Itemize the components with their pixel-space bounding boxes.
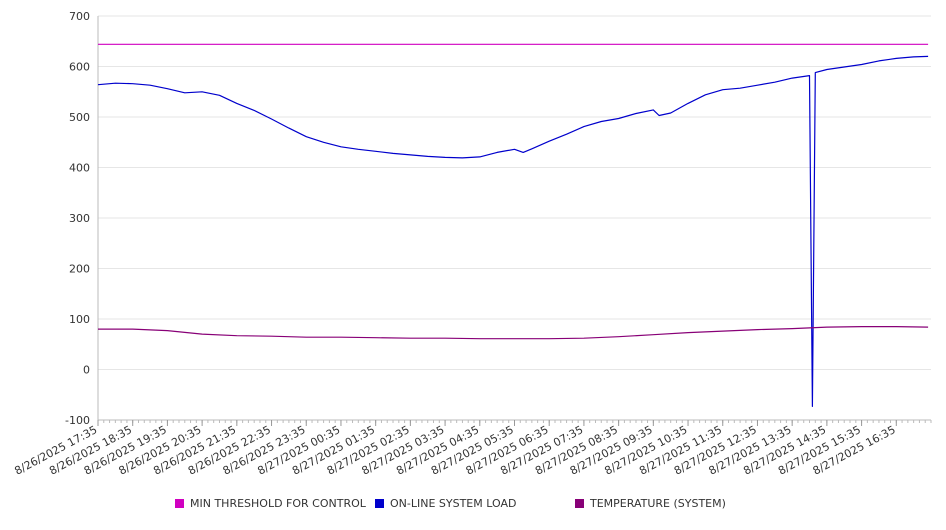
legend-label-min-threshold: MIN THRESHOLD FOR CONTROL [190, 497, 366, 510]
y-tick-label: 100 [69, 313, 90, 326]
legend-swatch-temperature [575, 499, 584, 508]
y-tick-label: 200 [69, 263, 90, 276]
y-tick-label: 500 [69, 111, 90, 124]
series-line-2 [98, 326, 929, 340]
series-line-1 [97, 55, 929, 407]
chart-legend: MIN THRESHOLD FOR CONTROL ON-LINE SYSTEM… [0, 497, 946, 515]
grid-layer [98, 15, 931, 421]
legend-item-system-load: ON-LINE SYSTEM LOAD [375, 497, 516, 510]
y-tick-label: 0 [83, 364, 90, 377]
series-layer [97, 43, 929, 407]
legend-label-system-load: ON-LINE SYSTEM LOAD [390, 497, 517, 510]
y-tick-label: -100 [65, 414, 90, 427]
axis-layer [97, 16, 932, 426]
y-tick-label: 300 [69, 212, 90, 225]
legend-label-temperature: TEMPERATURE (SYSTEM) [590, 497, 726, 510]
legend-swatch-min-threshold [175, 499, 184, 508]
legend-swatch-system-load [375, 499, 384, 508]
legend-item-min-threshold: MIN THRESHOLD FOR CONTROL [175, 497, 366, 510]
y-tick-label: 400 [69, 162, 90, 175]
y-tick-label: 700 [69, 10, 90, 23]
legend-item-temperature: TEMPERATURE (SYSTEM) [575, 497, 726, 510]
y-tick-label: 600 [69, 61, 90, 74]
